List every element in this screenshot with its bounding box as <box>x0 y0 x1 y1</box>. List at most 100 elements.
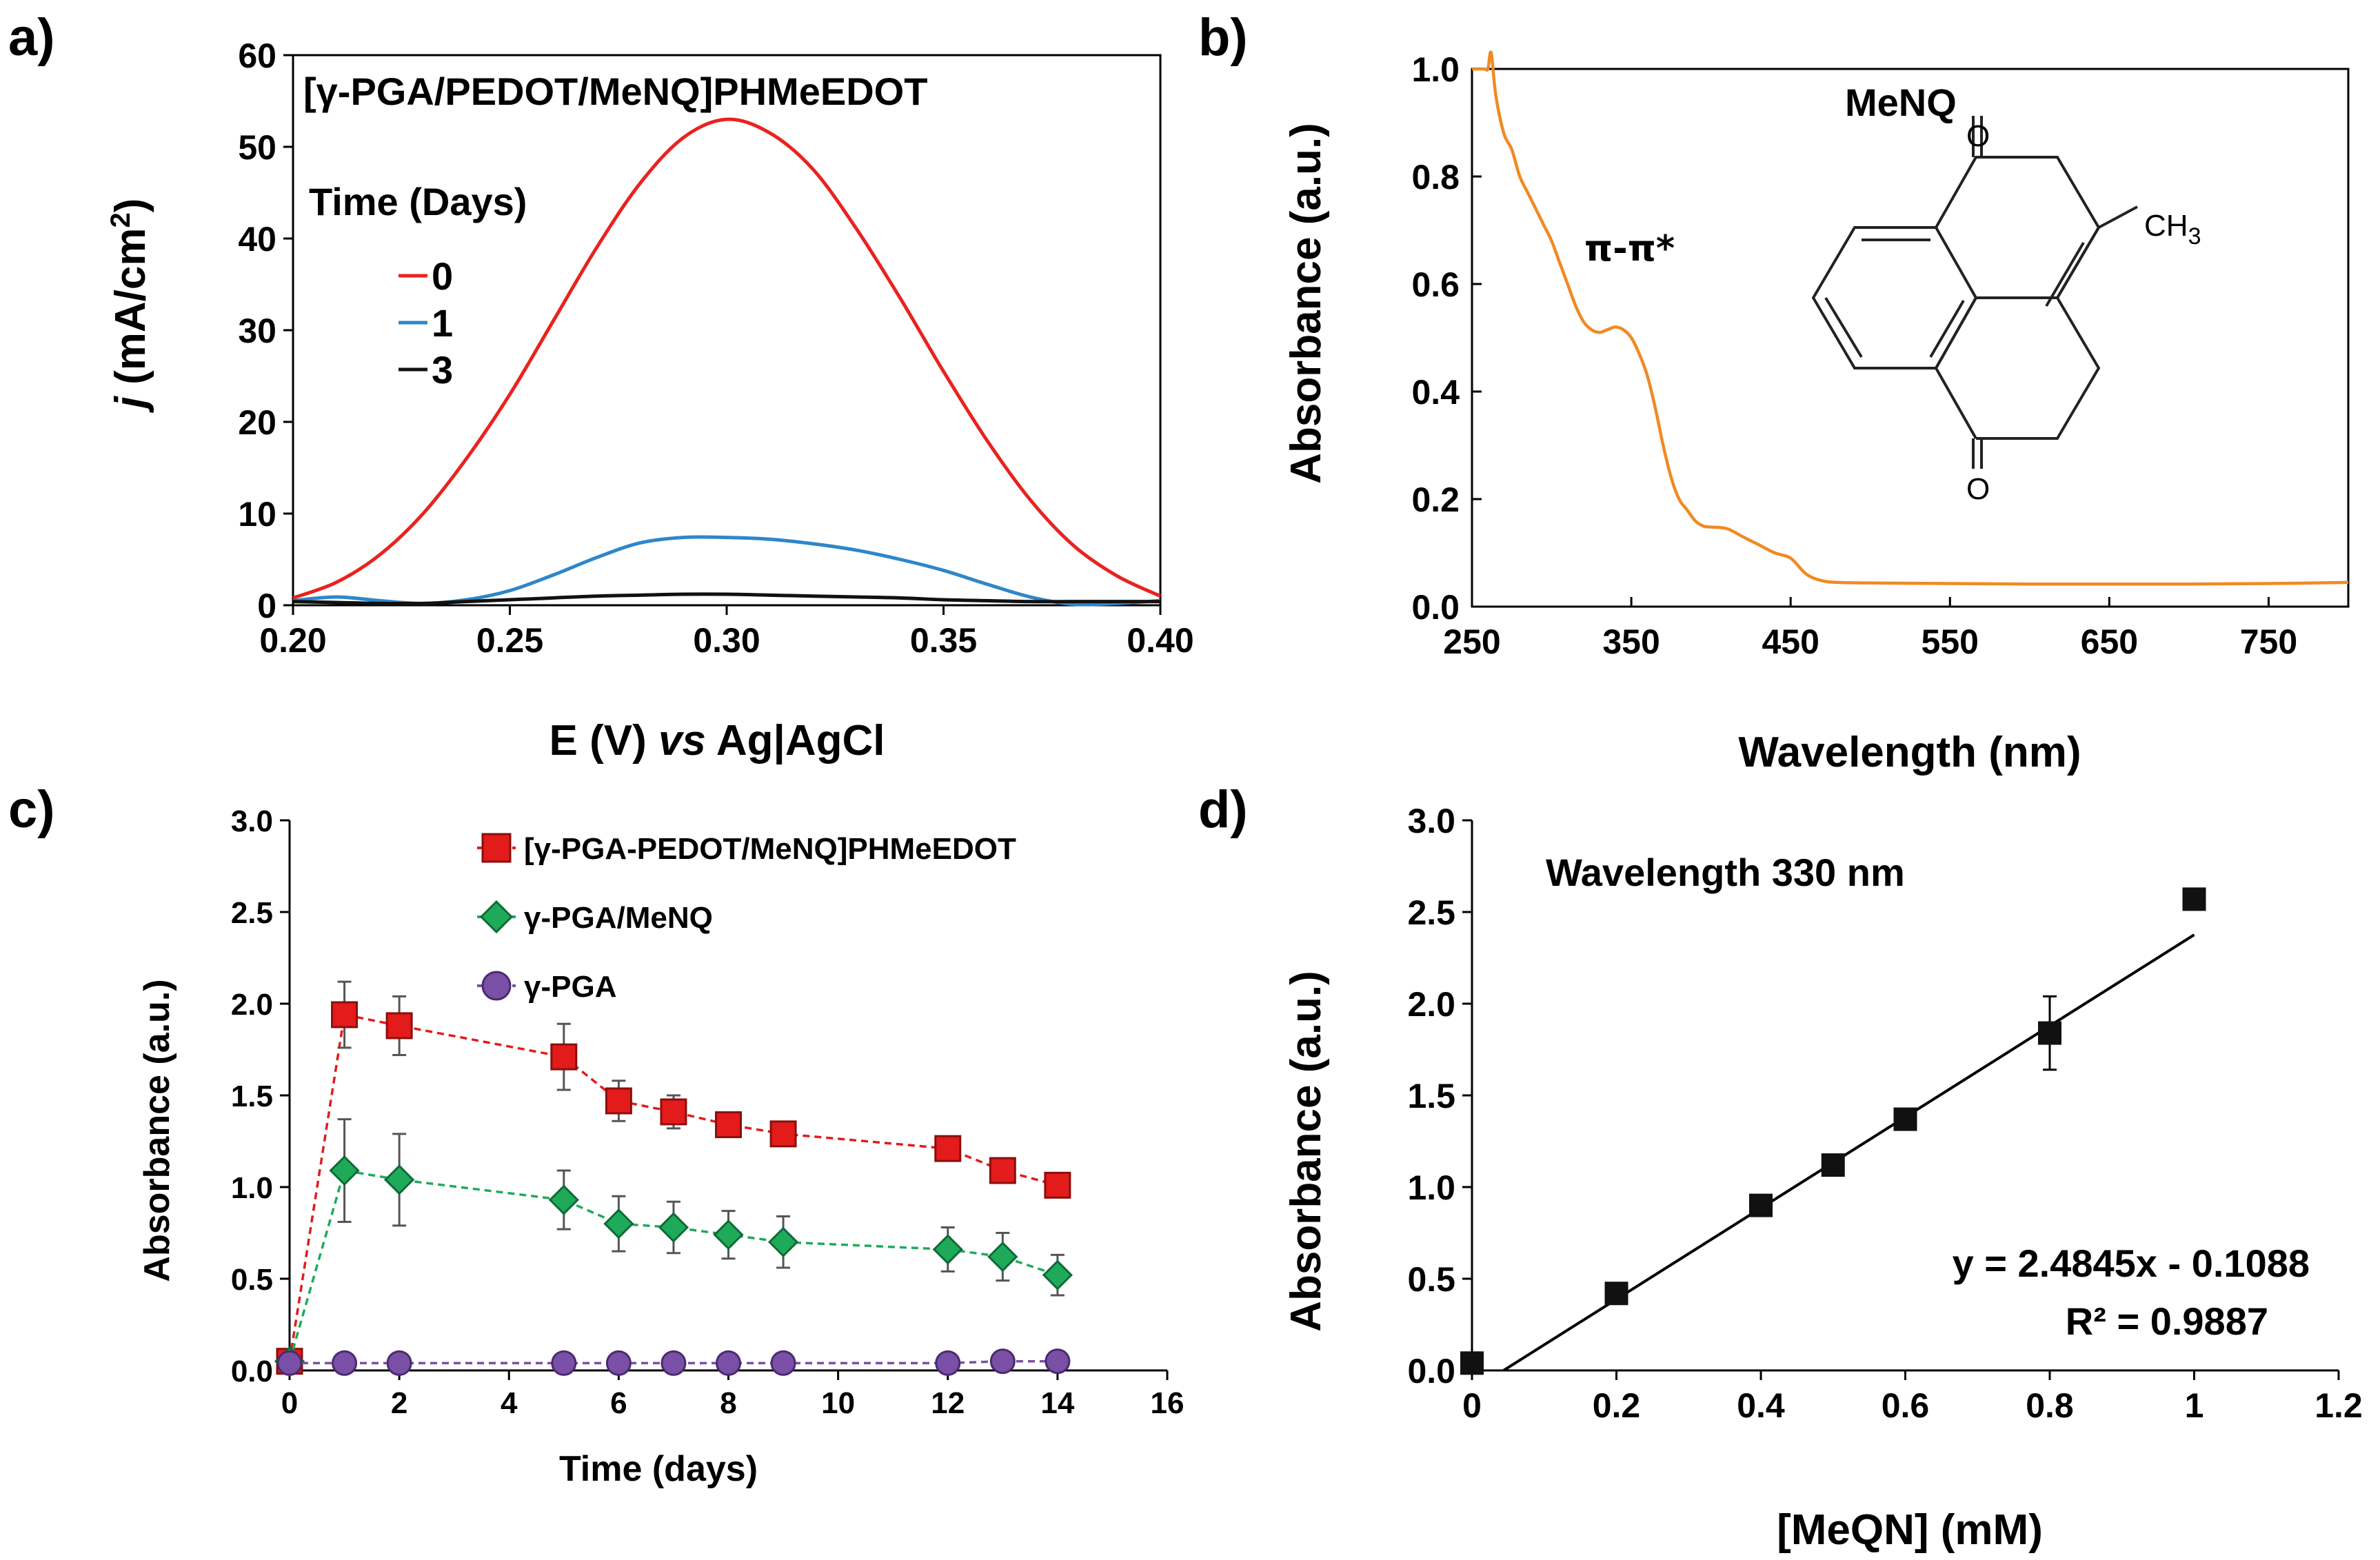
panel-c-ytick-label: 2.0 <box>231 988 273 1022</box>
panel-b-compound-label: MeNQ <box>1845 81 1957 124</box>
panel-c-xtick-label: 6 <box>610 1386 627 1420</box>
panel-d-xtick-label: 0.8 <box>2026 1386 2074 1425</box>
structure-methyl: CH3 <box>2144 209 2201 250</box>
panel-d-ytick-label: 1.5 <box>1407 1077 1455 1115</box>
panel-b-ytick-label: 0.6 <box>1411 265 1460 304</box>
panel-a-xlabel-italic: vs <box>658 717 706 764</box>
panel-c-point-square <box>550 1043 578 1071</box>
panel-c-xtick-label: 4 <box>501 1386 518 1420</box>
structure-o-top: O <box>1966 119 1990 153</box>
panel-a-xlabel-pre: E (V) <box>549 717 658 764</box>
panel-b-plot-frame <box>1471 68 2350 608</box>
panel-b-xtick-label: 750 <box>2240 622 2297 661</box>
panel-b-ytick-label: 0.2 <box>1411 480 1460 519</box>
panel-c-point-square <box>769 1120 797 1148</box>
panel-a-title: [γ-PGA/PEDOT/MeNQ]PHMeEDOT <box>303 70 927 113</box>
panel-a-xtick-label: 0.40 <box>1127 621 1193 660</box>
panel-d-ylabel: Absorbance (a.u.) <box>1282 971 1330 1332</box>
panel-a-ylabel-sup: 2 <box>105 212 136 227</box>
panel-b-xtick-label: 550 <box>1922 622 1979 661</box>
panel-d: d) 0.0 0.5 1.0 1.5 2.0 2.5 3.0 0 0.2 0.4 0.6 0.8 1 1.… <box>1198 780 2363 1554</box>
panel-b-xtick-label: 650 <box>2081 622 2138 661</box>
panel-a-ylabel-italic: j <box>107 395 154 413</box>
panel-d-r-squared: R² = 0.9887 <box>2066 1299 2268 1343</box>
panel-b-ylabel: Absorbance (a.u.) <box>1282 123 1330 484</box>
panel-c-series-0-line <box>288 1013 1058 1361</box>
panel-c-point-circle <box>660 1350 687 1376</box>
panel-b-xtick-label: 350 <box>1602 622 1660 661</box>
panel-d-marks: 0.0 0.5 1.0 1.5 2.0 2.5 3.0 0 0.2 0.4 0.6 0.8 1 1.2 <box>1407 802 2362 1425</box>
panel-a-ytick-label: 30 <box>238 312 276 350</box>
panel-b-xtick-label: 450 <box>1762 622 1819 661</box>
panel-c-point-diamond <box>384 1164 415 1195</box>
panel-c-point-diamond <box>987 1241 1018 1273</box>
panel-c-point-diamond <box>1042 1259 1073 1290</box>
ring-double-bond-3 <box>1929 299 1965 358</box>
panel-d-label: d) <box>1198 780 1248 839</box>
panel-a-ytick-label: 60 <box>238 37 276 75</box>
panel-c-ytick-label: 1.5 <box>231 1080 273 1113</box>
structure-methyl-sub: 3 <box>2188 223 2201 250</box>
legend-circle-purple <box>481 971 512 1001</box>
panel-d-point-square <box>1893 1107 1917 1131</box>
panel-d-point-square <box>1821 1153 1845 1177</box>
panel-a-xtick-label: 0.20 <box>259 621 326 660</box>
panel-b-marks: 0.0 0.2 0.4 0.6 0.8 1.0 250 350 450 550 650 750 <box>1411 50 2350 661</box>
panel-a-xtick-label: 0.35 <box>910 621 977 660</box>
panel-c-point-square <box>605 1087 632 1115</box>
panel-d-equation: y = 2.4845x - 0.1088 <box>1953 1242 2310 1285</box>
panel-d-xtick-label: 1.2 <box>2315 1386 2363 1425</box>
panel-c-ytick-label: 2.5 <box>231 896 273 930</box>
panel-d-title: Wavelength 330 nm <box>1546 851 1905 894</box>
quinone-bond-2 <box>1935 367 1977 439</box>
panel-a-xlabel-post: Ag|AgCl <box>706 717 885 765</box>
panel-d-xtick-label: 0.2 <box>1593 1386 1641 1425</box>
panel-a-legend-label: 1 <box>432 301 453 345</box>
panel-d-xlabel: [MeQN] (mM) <box>1777 1506 2043 1554</box>
panel-c-xtick-label: 0 <box>281 1386 298 1420</box>
panel-c-point-diamond <box>658 1212 689 1243</box>
panel-d-ytick-label: 3.0 <box>1407 802 1455 840</box>
panel-c-point-square <box>934 1135 962 1162</box>
panel-c-ytick-label: 3.0 <box>231 804 273 838</box>
panel-a-xtick-label: 0.30 <box>693 621 760 660</box>
panel-d-point-square <box>1749 1193 1773 1217</box>
panel-c-legend: [γ-PGA-PEDOT/MeNQ]PHMeEDOT γ-PGA/MeNQ γ-… <box>477 832 1016 1004</box>
panel-a-series-0-line <box>292 117 1162 600</box>
methyl-bond <box>2098 205 2138 229</box>
panel-b-xlabel: Wavelength (nm) <box>1738 729 2081 776</box>
panel-b-ytick-label: 0.4 <box>1411 373 1460 412</box>
panel-c-point-diamond <box>603 1208 634 1239</box>
structure-methyl-ch: CH <box>2144 209 2188 243</box>
panel-c-point-diamond <box>932 1234 963 1265</box>
panel-d-point-square <box>1604 1282 1628 1306</box>
panel-c-xtick-label: 16 <box>1151 1386 1184 1420</box>
panel-a-legend-title: Time (Days) <box>309 180 527 223</box>
structure-o-bottom: O <box>1966 472 1990 506</box>
panel-d-ytick-label: 2.0 <box>1407 985 1455 1024</box>
panel-c-xtick-label: 10 <box>821 1386 855 1420</box>
panel-c: c) 0.0 0.5 1.0 1.5 2.0 2.5 3.0 0 2 4 6 8 10 12 14 16 [γ… <box>8 780 1184 1489</box>
panel-a-ylabel-mid: (mA/cm <box>107 228 154 397</box>
legend-entry-3: γ-PGA <box>524 970 616 1004</box>
panel-c-point-square <box>331 1001 359 1029</box>
panel-d-ytick-label: 2.5 <box>1407 893 1455 932</box>
panel-c-marks: 0.0 0.5 1.0 1.5 2.0 2.5 3.0 0 2 4 6 8 10 12 14 16 <box>231 804 1184 1420</box>
panel-c-point-square <box>1044 1171 1071 1199</box>
panel-c-xtick-label: 2 <box>391 1386 407 1420</box>
benzene-ring <box>1811 226 1978 369</box>
legend-diamond-green <box>479 900 514 934</box>
panel-c-point-circle <box>605 1350 632 1376</box>
panel-a-legend-label: 0 <box>432 254 453 298</box>
quinone-ring <box>1935 156 2101 299</box>
panel-c-xlabel: Time (days) <box>559 1449 758 1489</box>
legend-square-red <box>481 833 512 863</box>
panel-a-xtick-label: 0.25 <box>476 621 543 660</box>
panel-c-point-circle <box>386 1350 412 1376</box>
panel-d-ytick-label: 0.5 <box>1407 1260 1455 1299</box>
panel-d-ytick-label: 1.0 <box>1407 1168 1455 1207</box>
panel-c-point-circle <box>332 1350 358 1376</box>
